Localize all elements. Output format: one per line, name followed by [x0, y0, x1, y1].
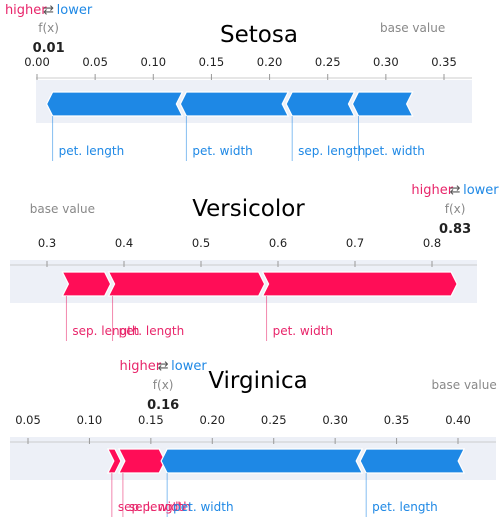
segment-label: sep. length [298, 144, 365, 158]
tick-label: 0.05 [15, 413, 41, 427]
segment-label: pet. length [119, 324, 185, 338]
tick-label: 0.3 [38, 236, 56, 250]
arrows-icon: ⇄ [158, 359, 169, 374]
tick-label: 0.20 [199, 413, 225, 427]
fx-label: f(x) [153, 378, 174, 392]
tick-label: 0.30 [373, 55, 399, 69]
force-plot-setosa [36, 74, 472, 161]
tick-label: 0.10 [140, 55, 166, 69]
segment-label: pet. width [192, 144, 252, 158]
segment-label: sep. length [118, 500, 185, 514]
arrows-icon: ⇄ [450, 183, 461, 198]
force-plot-virginica [10, 437, 496, 517]
base-value-label: base value [30, 202, 95, 216]
base-value-label: base value [432, 378, 497, 392]
higher-label: higher [119, 359, 161, 374]
force-plot-versicolor [10, 260, 477, 341]
output-value: 0.16 [147, 398, 179, 413]
tick-label: 0.00 [24, 55, 50, 69]
force-segment [45, 91, 184, 117]
segment-label: sep. width [129, 500, 191, 514]
force-segment [61, 271, 112, 297]
lower-label: lower [171, 359, 207, 374]
tick-label: 0.7 [346, 236, 364, 250]
tick-label: 0.40 [445, 413, 471, 427]
tick-label: 0.10 [77, 413, 103, 427]
tick-label: 0.5 [192, 236, 210, 250]
segment-label: sep. length [72, 324, 139, 338]
fx-label: f(x) [38, 21, 59, 35]
segment-label: pet. width [173, 500, 233, 514]
plot-title: Setosa [220, 22, 298, 48]
tick-label: 0.15 [138, 413, 164, 427]
lower-label: lower [463, 183, 499, 198]
force-segment [106, 448, 122, 474]
force-segment [107, 271, 266, 297]
segment-label: pet. length [59, 144, 125, 158]
segment-label: pet. length [372, 500, 438, 514]
higher-label: higher [411, 183, 453, 198]
tick-label: 0.6 [269, 236, 287, 250]
tick-label: 0.25 [261, 413, 287, 427]
output-value: 0.01 [33, 41, 65, 56]
plot-title: Versicolor [192, 196, 305, 222]
tick-label: 0.8 [423, 236, 441, 250]
force-segment [117, 448, 166, 474]
arrows-icon: ⇄ [43, 3, 54, 18]
force-segment [351, 91, 414, 117]
force-segment [359, 448, 466, 474]
tick-label: 0.20 [257, 55, 283, 69]
tick-label: 0.25 [315, 55, 341, 69]
segment-label: pet. width [364, 144, 424, 158]
lower-label: lower [57, 3, 93, 18]
higher-label: higher [5, 3, 47, 18]
tick-label: 0.05 [82, 55, 108, 69]
tick-label: 0.35 [431, 55, 457, 69]
fx-label: f(x) [445, 202, 466, 216]
base-value-label: base value [380, 21, 445, 35]
tick-label: 0.35 [384, 413, 410, 427]
output-value: 0.83 [439, 222, 471, 237]
tick-label: 0.15 [199, 55, 225, 69]
force-segment [285, 91, 356, 117]
force-segment [261, 271, 458, 297]
force-segment [179, 91, 290, 117]
tick-label: 0.30 [322, 413, 348, 427]
force-segment [160, 448, 364, 474]
plot-title: Virginica [208, 368, 307, 394]
segment-label: pet. width [273, 324, 333, 338]
tick-label: 0.4 [115, 236, 133, 250]
